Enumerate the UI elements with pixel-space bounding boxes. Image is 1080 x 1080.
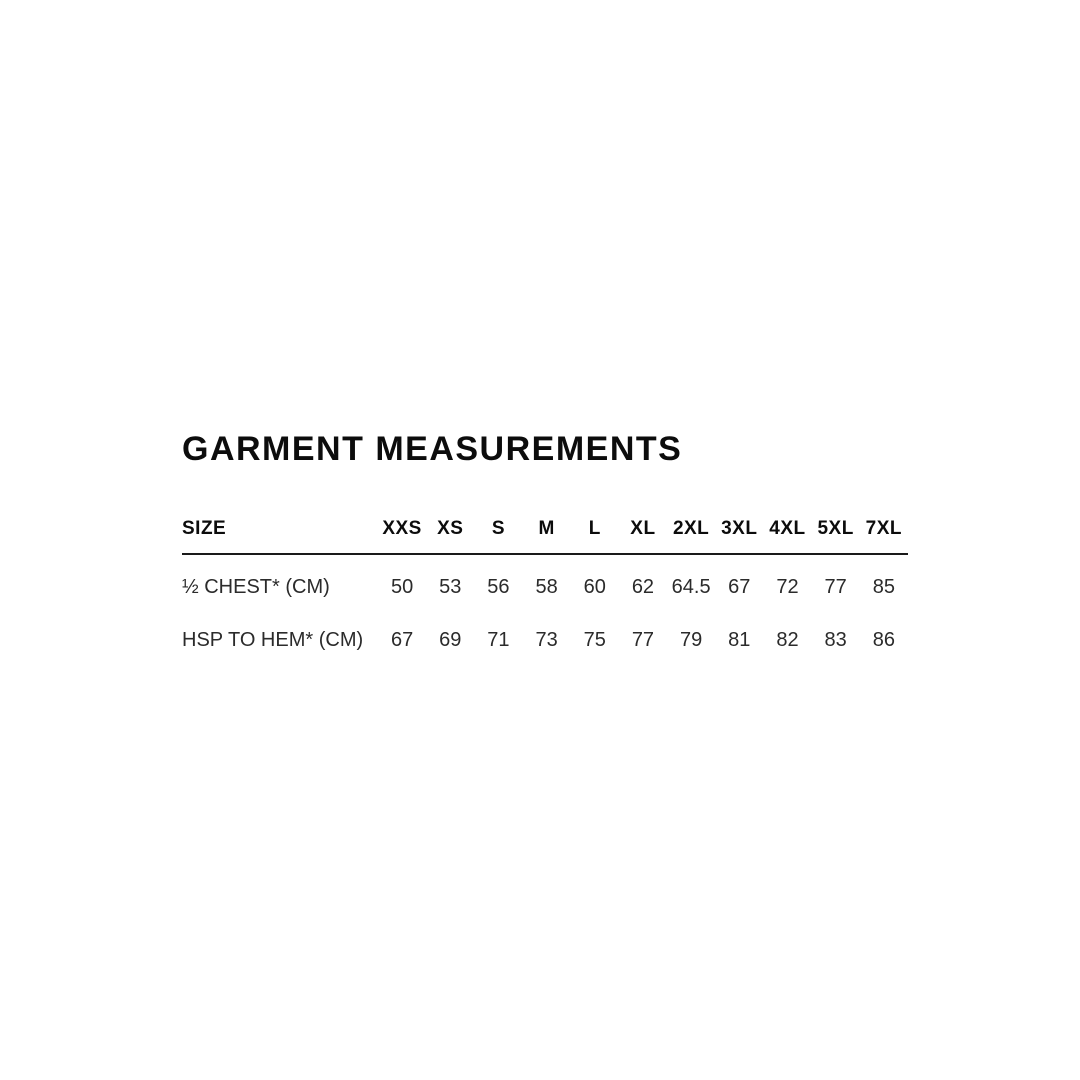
measurement-value: 50 (390, 576, 414, 598)
measurement-value: 67 (728, 576, 751, 598)
measurement-value: 60 (583, 576, 606, 598)
column-header-4xl: 4XL (763, 518, 812, 555)
measurement-value: 82 (776, 629, 799, 651)
measurement-value: 62 (631, 576, 655, 598)
column-header-5xl: 5XL (811, 518, 860, 555)
size-column-header: SIZE (182, 518, 378, 555)
page-title: GARMENT MEASUREMENTS (182, 430, 683, 468)
header-row: SIZE XXS XS S M L XL 2XL 3XL 4XL 5XL 7XL (182, 518, 908, 555)
column-header-2xl: 2XL (667, 518, 716, 555)
measurements-table: SIZE XXS XS S M L XL 2XL 3XL 4XL 5XL 7XL ½ CHEST* … (182, 518, 908, 661)
measurement-value: 83 (824, 629, 847, 651)
measurement-value: 53 (439, 576, 462, 598)
measurement-value: 77 (824, 576, 847, 598)
table-body: ½ CHEST* (CM) 50 53 56 58 60 62 64.5 67 72 77 85 HSP… (182, 554, 908, 661)
column-header-xxs: XXS (378, 518, 427, 555)
row-label: ½ CHEST* (CM) (182, 576, 330, 598)
measurement-value: 77 (631, 629, 655, 651)
measurement-value: 58 (535, 576, 558, 598)
measurement-value: 81 (728, 629, 751, 651)
column-header-m: M (522, 518, 571, 555)
measurement-value: 86 (872, 629, 895, 651)
column-header-xl: XL (618, 518, 668, 555)
table-row: ½ CHEST* (CM) 50 53 56 58 60 62 64.5 67 72 77 85 (182, 554, 908, 608)
column-header-7xl: 7XL (859, 518, 908, 555)
measurement-value: 73 (535, 629, 558, 651)
measurement-value: 72 (776, 576, 799, 598)
measurement-value: 64.5 (671, 576, 711, 598)
measurement-value: 85 (872, 576, 895, 598)
measurement-value: 79 (679, 629, 703, 651)
measurement-value: 69 (439, 629, 462, 651)
column-header-xs: XS (426, 518, 475, 555)
column-header-s: S (474, 518, 523, 555)
column-header-l: L (570, 518, 619, 555)
measurement-value: 71 (487, 629, 510, 651)
column-header-3xl: 3XL (715, 518, 764, 555)
table-row: HSP TO HEM* (CM) 67 69 71 73 75 77 79 81 82 83 86 (182, 608, 908, 661)
measurement-value: 56 (487, 576, 510, 598)
measurement-value: 75 (583, 629, 606, 651)
measurement-value: 67 (390, 629, 414, 651)
row-label: HSP TO HEM* (CM) (182, 629, 364, 651)
